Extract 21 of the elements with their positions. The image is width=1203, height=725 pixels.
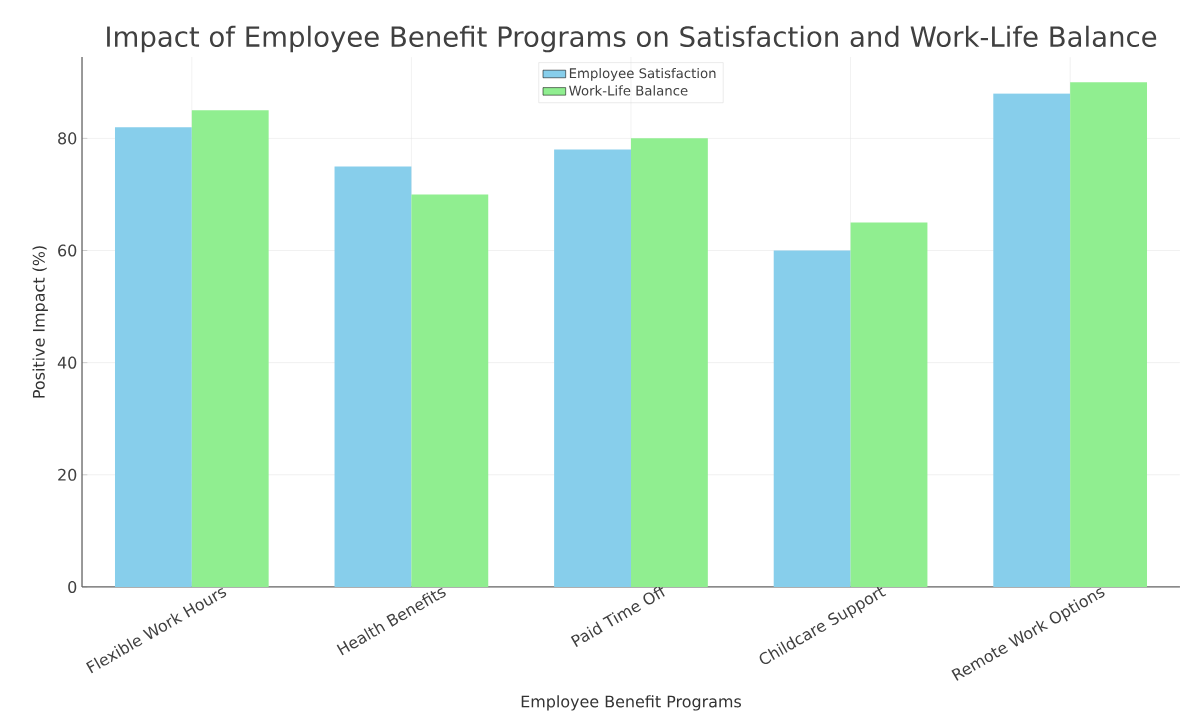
- bar: [554, 149, 631, 587]
- y-tick-label: 80: [58, 132, 77, 145]
- bar: [114, 127, 192, 587]
- y-tick-label: 20: [58, 468, 77, 481]
- bar: [850, 222, 928, 587]
- y-axis-title: Positive Impact (%): [32, 246, 48, 398]
- bar: [630, 138, 708, 587]
- legend-label: Employee Satisfaction: [569, 67, 716, 81]
- x-axis-title: Employee Benefit Programs: [521, 695, 741, 711]
- bar: [1070, 82, 1148, 587]
- y-tick-label: 40: [57, 356, 77, 369]
- bar: [411, 194, 489, 587]
- bar: [773, 250, 851, 587]
- bar: [334, 166, 412, 587]
- x-tick-label: Paid Time Off: [570, 584, 665, 648]
- y-tick-label: 60: [58, 244, 77, 257]
- bar: [993, 93, 1071, 587]
- bar: [191, 110, 269, 587]
- chart-title: Impact of Employee Benefit Programs on Satisfaction and Work-Life Balance: [107, 25, 1157, 53]
- legend-label: Work-Life Balance: [569, 85, 688, 96]
- y-tick-label: 0: [68, 580, 77, 594]
